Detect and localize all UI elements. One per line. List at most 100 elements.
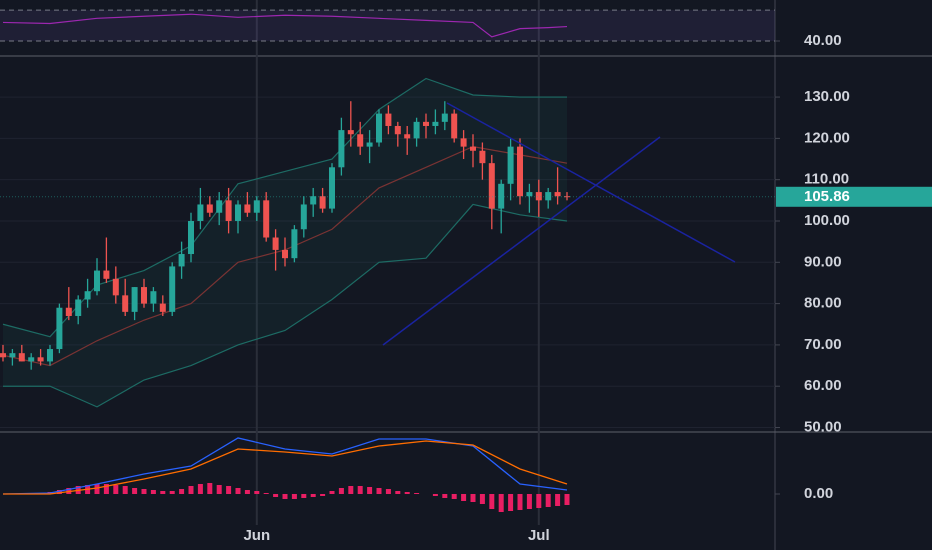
candle-body <box>206 204 213 213</box>
candle-body <box>188 220 194 255</box>
candle-body <box>216 200 223 213</box>
y-tick-label: 80.00 <box>804 295 842 312</box>
histogram-bar <box>216 485 222 494</box>
histogram-bar <box>508 494 514 511</box>
y-tick-label: 40.00 <box>804 32 842 49</box>
histogram-bar <box>291 494 297 499</box>
rsi-line <box>2 13 568 38</box>
candle-body <box>141 287 147 304</box>
histogram-bar <box>348 486 354 494</box>
candle-body <box>75 299 82 316</box>
candle-body <box>310 196 317 205</box>
candle-body <box>84 291 91 300</box>
candle-body <box>338 130 345 168</box>
candle-body <box>357 134 364 147</box>
candle-body <box>18 353 25 362</box>
candle-body <box>441 113 448 122</box>
y-tick-label: 130.00 <box>804 88 850 105</box>
candle-body <box>366 142 373 147</box>
candle-body <box>404 134 411 139</box>
candle-body <box>253 200 260 213</box>
candle-body <box>244 204 251 213</box>
histogram-bar <box>555 494 561 506</box>
histogram-bar <box>338 488 344 494</box>
candle-body <box>347 130 354 135</box>
histogram-bar <box>254 491 260 494</box>
candle-body <box>498 183 505 209</box>
candle-body <box>0 353 6 358</box>
candle-body <box>282 249 288 259</box>
candle-body <box>235 204 241 221</box>
candle-body <box>300 204 307 230</box>
candle-body <box>150 291 157 304</box>
histogram-bar <box>282 494 288 499</box>
candle-body <box>394 125 401 135</box>
histogram-bar <box>526 494 532 509</box>
candle-body <box>159 303 166 312</box>
candle-body <box>9 353 16 358</box>
candle-body <box>291 229 298 259</box>
histogram-bar <box>56 490 62 494</box>
candle-body <box>94 270 100 292</box>
histogram-bar <box>188 486 194 494</box>
histogram-bar <box>320 494 326 496</box>
rsi-band <box>0 10 775 41</box>
histogram-bar <box>94 484 100 494</box>
histogram-bar <box>132 488 138 494</box>
candle-body <box>65 307 72 316</box>
y-tick-label: 0.00 <box>804 485 833 502</box>
candle-body <box>112 278 119 296</box>
histogram-bar <box>310 494 316 497</box>
histogram-bar <box>179 489 185 494</box>
histogram-bar <box>169 491 175 494</box>
histogram-bar <box>461 494 467 501</box>
histogram-bar <box>376 488 382 494</box>
last-price-label: 105.86 <box>804 188 850 205</box>
histogram-bar <box>197 484 203 494</box>
candle-body <box>545 192 552 201</box>
candle-body <box>169 266 176 312</box>
histogram-bar <box>235 488 241 494</box>
candle-body <box>329 167 335 209</box>
histogram-bar <box>263 493 269 494</box>
y-tick-label: 120.00 <box>804 129 850 146</box>
histogram-bar <box>498 494 504 512</box>
histogram-bar <box>150 490 156 494</box>
macd-line <box>3 440 568 495</box>
candle-body <box>103 270 110 279</box>
histogram-bar <box>207 483 213 494</box>
candle-body <box>197 204 204 221</box>
histogram-bar <box>404 492 410 494</box>
histogram-bar <box>301 494 307 498</box>
candle-body <box>413 121 420 139</box>
candle-body <box>526 192 533 197</box>
histogram-bar <box>113 485 119 494</box>
y-tick-label: 110.00 <box>804 171 849 188</box>
candle-body <box>517 146 523 197</box>
histogram-bar <box>122 486 128 494</box>
candle-body <box>225 200 232 221</box>
y-tick-label: 90.00 <box>804 253 842 270</box>
band-lower <box>3 203 568 408</box>
histogram-bar <box>517 494 523 510</box>
histogram-bar <box>442 494 448 498</box>
trend-line <box>446 102 736 263</box>
candle-body <box>28 357 35 362</box>
candle-body <box>122 295 129 312</box>
candle-body <box>385 113 392 126</box>
candle-body <box>479 150 486 164</box>
candle-body <box>470 146 476 151</box>
candle-body <box>263 200 270 238</box>
histogram-bar <box>479 494 485 504</box>
histogram-bar <box>414 493 420 494</box>
candle-body <box>376 113 382 143</box>
histogram-bar <box>489 494 495 509</box>
candle-body <box>488 163 495 209</box>
histogram-bar <box>545 494 551 507</box>
histogram-bar <box>385 489 391 494</box>
y-tick-label: 70.00 <box>804 336 842 353</box>
y-tick-label: 100.00 <box>804 212 850 229</box>
histogram-bar <box>536 494 542 508</box>
